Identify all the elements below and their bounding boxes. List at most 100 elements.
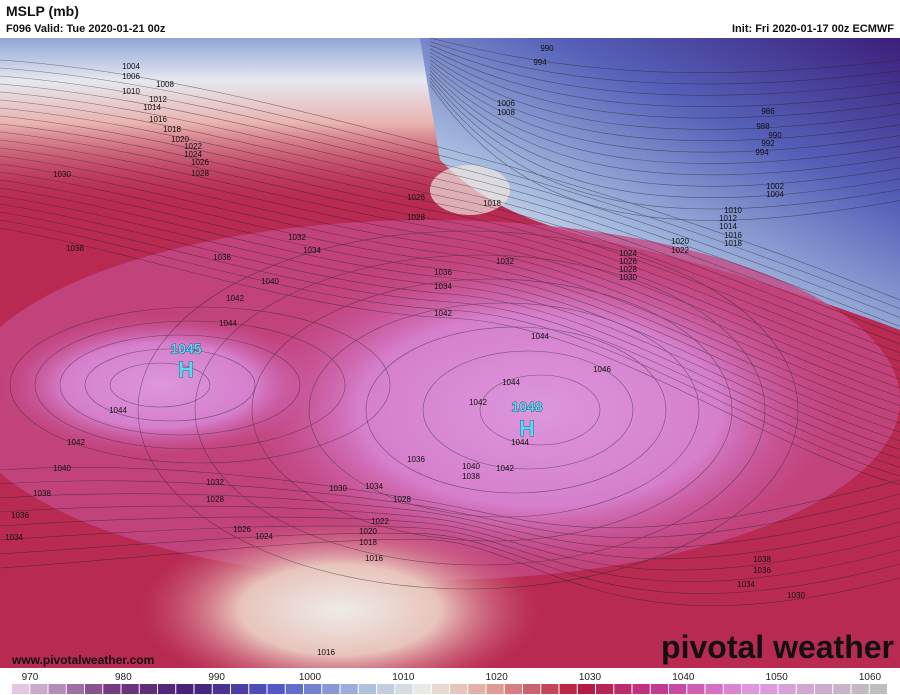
isobar: [0, 59, 900, 301]
isobar-label: 1036: [753, 566, 771, 575]
colorbar-swatch: [833, 684, 851, 694]
isobars: [0, 37, 900, 607]
isobar: [251, 278, 733, 542]
isobar-label: 1036: [213, 253, 231, 262]
colorbar-swatch: [12, 684, 30, 694]
colorbar-swatch: [760, 684, 778, 694]
isobar-label: 990: [768, 131, 782, 140]
isobar: [429, 84, 900, 221]
high-symbol: H: [178, 357, 194, 382]
isobar-label: 1018: [483, 199, 501, 208]
colorbar-swatch: [742, 684, 760, 694]
isobar: [429, 62, 900, 153]
colorbar-swatch: [267, 684, 285, 694]
high-symbol: H: [519, 416, 535, 441]
isobar-label: 1014: [143, 103, 161, 112]
colorbar-swatch: [869, 684, 887, 694]
isobar-label: 1034: [303, 246, 321, 255]
title: MSLP (mb): [6, 3, 79, 19]
isobar-label: 1038: [462, 472, 480, 481]
colorbar-swatch: [194, 684, 212, 694]
isobar: [0, 203, 900, 459]
isobar-label: 1026: [233, 525, 251, 534]
isobar: [429, 44, 900, 96]
isobar: [429, 55, 900, 130]
colorbar-swatch: [158, 684, 176, 694]
isobar: [0, 115, 900, 362]
isobar-label: 1006: [497, 99, 515, 108]
isobar-label: 1024: [184, 150, 202, 159]
colorbar-swatch: [504, 684, 522, 694]
isobar-label: 1030: [619, 273, 637, 282]
isobar-label: 1042: [496, 464, 514, 473]
colorbar-swatch: [596, 684, 614, 694]
colorbar-swatch: [687, 684, 705, 694]
isobar: [0, 147, 900, 398]
isobar: [0, 107, 900, 354]
isobar: [0, 525, 900, 582]
isobar: [0, 131, 900, 380]
isobar: [0, 139, 900, 389]
isobar-label: 1044: [511, 438, 529, 447]
isobar: [137, 230, 799, 590]
isobar-label: 1022: [371, 517, 389, 526]
colorbar-swatch: [632, 684, 650, 694]
isobar: [0, 163, 900, 415]
colorbar-swatch: [48, 684, 66, 694]
isobar-label: 1018: [724, 239, 742, 248]
isobar: [0, 211, 900, 468]
colorbar-swatch: [450, 684, 468, 694]
colorbar-tick-label: 1040: [672, 672, 695, 683]
isobar-label: 1022: [184, 142, 202, 151]
isobar-label: 1034: [5, 533, 23, 542]
isobar-label: 1038: [66, 244, 84, 253]
init-time: Init: Fri 2020-01-17 00z ECMWF: [732, 23, 894, 35]
isobar-label: 1036: [11, 511, 29, 520]
isobar-label: 1032: [496, 257, 514, 266]
isobar-label: 1010: [724, 206, 742, 215]
colorbar-swatch: [614, 684, 632, 694]
isobar-label: 1016: [365, 554, 383, 563]
colorbar-swatch: [212, 684, 230, 694]
isobar: [0, 532, 900, 594]
isobar-label: 1002: [766, 182, 784, 191]
colorbar-swatch: [705, 684, 723, 694]
isobar-label: 1028: [619, 265, 637, 274]
isobar: [422, 350, 634, 470]
colorbar-tick-label: 1050: [766, 672, 789, 683]
isobar-label: 1022: [671, 246, 689, 255]
isobar: [0, 75, 900, 318]
isobar: [365, 326, 667, 494]
isobar-label: 1046: [593, 365, 611, 374]
isobar: [109, 362, 211, 408]
isobar-label: 1012: [719, 214, 737, 223]
isobar: [0, 480, 900, 538]
valid-time: F096 Valid: Tue 2020-01-21 00z: [6, 23, 166, 35]
isobar: [0, 538, 900, 607]
isobar: [0, 67, 900, 310]
isobar-label: 992: [761, 139, 775, 148]
colorbar-swatch: [669, 684, 687, 694]
high-center: [0, 315, 320, 455]
isobar: [0, 505, 900, 560]
isobar-label: 1026: [407, 193, 425, 202]
isobar-label: 1008: [156, 80, 174, 89]
isobar-label: 1026: [619, 257, 637, 266]
logo: pivotal weather: [661, 629, 894, 665]
colorbar-swatch: [413, 684, 431, 694]
isobar: [0, 155, 900, 406]
isobar: [194, 254, 766, 566]
isobar: [0, 516, 900, 571]
isobar-label: 1032: [288, 233, 306, 242]
colorbar-swatch: [139, 684, 157, 694]
isobar-label: 1016: [317, 648, 335, 657]
isobar: [429, 37, 900, 73]
isobar-label: 994: [533, 58, 547, 67]
colorbar-swatch: [231, 684, 249, 694]
isobar-label: 1028: [407, 213, 425, 222]
colorbar-tick-label: 980: [115, 672, 132, 683]
colorbar-swatch: [395, 684, 413, 694]
isobar: [429, 81, 900, 210]
isobar: [0, 179, 900, 433]
